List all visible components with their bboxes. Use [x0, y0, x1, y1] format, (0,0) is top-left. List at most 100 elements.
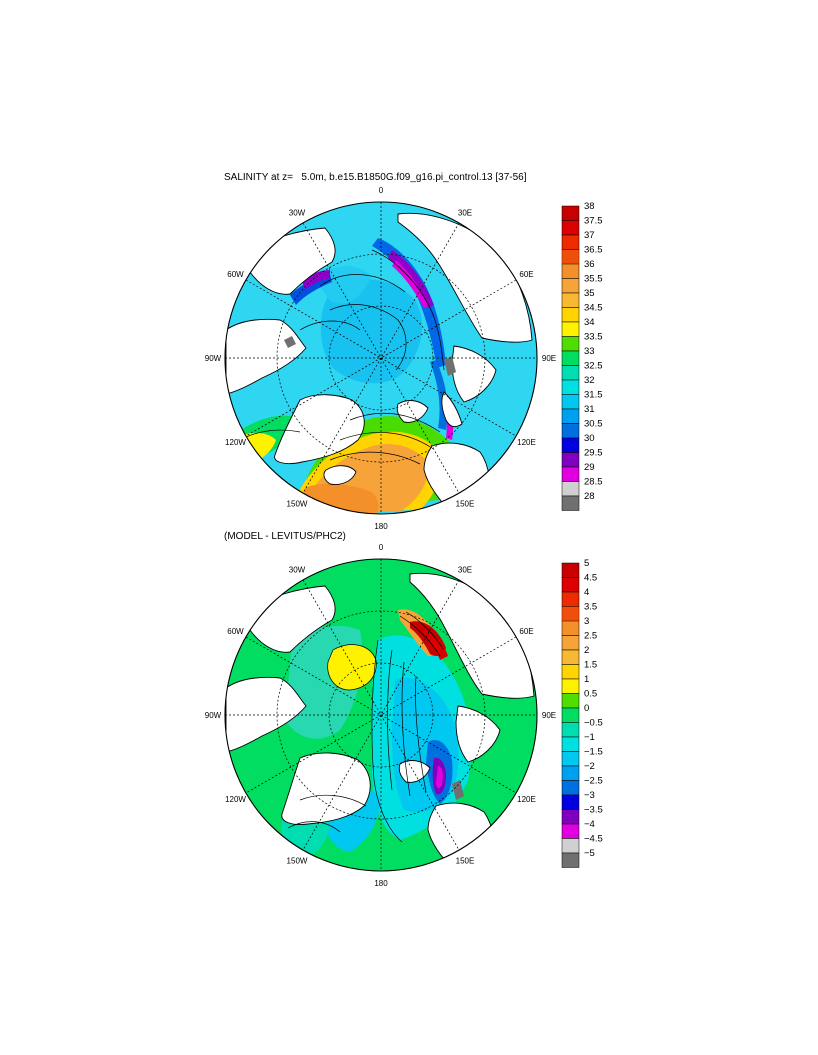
colorbar-tick-label: 37 — [584, 230, 595, 241]
colorbar-tick-label: 34.5 — [584, 303, 603, 314]
lon-label-30e: 30E — [458, 209, 472, 218]
laptev-deep-red — [424, 630, 448, 660]
lon-label-90w: 90W — [205, 711, 222, 720]
kara-sea-magenta — [436, 766, 443, 789]
colorbar-swatch — [561, 307, 580, 323]
colorbar-tick-label: 35 — [584, 288, 595, 299]
colorbar: 5 4.5 4 3.5 3 2.5 2 1.5 1 0.5 0 −0.5 −1 −1.5 −2 −2.5 −3 −… — [561, 558, 603, 868]
graticule — [225, 202, 537, 514]
colorbar-tick-label: 36.5 — [584, 245, 603, 256]
canadian-arch-band-blue — [290, 274, 332, 305]
colorbar-swatch — [561, 220, 580, 236]
colorbar-tick-label: 34 — [584, 317, 595, 328]
colorbar-tick-label: 3.5 — [584, 602, 597, 613]
salinity-map — [224, 201, 538, 515]
colorbar-swatch — [561, 577, 580, 593]
colorbar-tick-label: 35.5 — [584, 274, 603, 285]
land-grey-patch — [284, 336, 296, 348]
colorbar-tick-label: 37.5 — [584, 216, 603, 227]
lon-label-30w: 30W — [289, 566, 306, 575]
colorbar-tick-label: 28 — [584, 491, 595, 502]
colorbar-tick-label: 0.5 — [584, 689, 597, 700]
land-grey-patch — [452, 780, 464, 800]
colorbar-tick-label: 5 — [584, 558, 589, 569]
colorbar-swatch — [561, 736, 580, 752]
colorbar-tick-label: 1 — [584, 674, 589, 685]
colorbar-tick-label: −3 — [584, 790, 595, 801]
lon-label-90e: 90E — [542, 711, 556, 720]
colorbar-stipple — [562, 249, 579, 264]
colorbar-swatch — [561, 408, 580, 424]
colorbar-tick-label: −2 — [584, 761, 595, 772]
canadian-arch-violet — [302, 270, 330, 290]
siberian-shelf-band-magenta — [392, 260, 428, 308]
colorbar-swatch — [561, 495, 580, 511]
salinity-map-panel: 180 150E 120E 90E 60E 30E 0 30W 60W 90W 120W 150W 3… — [205, 186, 603, 531]
colorbar-swatch — [561, 336, 580, 352]
colorbar-tick-label: 33.5 — [584, 332, 603, 343]
colorbar: 38 37.5 37 36.5 36 35.5 35 34.5 34 33.5 33 32.5 32 31… — [561, 201, 603, 511]
difference-map-panel: 180 150E 120E 90E 60E 30E 0 30W 60W 90W 120W 150W 5… — [205, 543, 603, 888]
colorbar-tick-label: 36 — [584, 259, 595, 270]
colorbar-swatch — [561, 452, 580, 468]
colorbar-tick-label: 3 — [584, 616, 589, 627]
contour-lines — [287, 611, 445, 843]
colorbar-swatch — [561, 466, 580, 482]
lon-label-30w: 30W — [289, 209, 306, 218]
colorbar-swatch — [561, 205, 580, 221]
colorbar-tick-label: −3.5 — [584, 805, 603, 816]
colorbar-swatch — [561, 823, 580, 839]
colorbar-tick-label: −2.5 — [584, 776, 603, 787]
colorbar-tick-label: −4 — [584, 819, 595, 830]
colorbar-tick-label: 31 — [584, 404, 595, 415]
colorbar-swatch — [561, 620, 580, 636]
colorbar-tick-label: −4.5 — [584, 834, 603, 845]
colorbar-swatch — [561, 722, 580, 738]
contour-lines — [239, 249, 445, 465]
lon-label-90w: 90W — [205, 354, 222, 363]
graticule — [225, 559, 537, 871]
colorbar-swatch — [561, 321, 580, 337]
colorbar-tick-label: 33 — [584, 346, 595, 357]
colorbar-swatch — [561, 394, 580, 410]
colorbar-tick-label: 32.5 — [584, 361, 603, 372]
colorbar-swatch — [561, 751, 580, 767]
colorbar-swatch — [561, 852, 580, 868]
colorbar-tick-label: −5 — [584, 848, 595, 859]
lon-label-60w: 60W — [227, 270, 244, 279]
colorbar-swatch — [561, 365, 580, 381]
colorbar-tick-label: 28.5 — [584, 477, 603, 488]
colorbar-tick-label: 2 — [584, 645, 589, 656]
longitude-labels: 180 150E 120E 90E 60E 30E 0 30W 60W 90W 120W 150W — [205, 186, 556, 531]
colorbar-swatch — [561, 292, 580, 308]
canadian-archipelago-land — [225, 318, 307, 395]
colorbar-tick-label: 2.5 — [584, 631, 597, 642]
novaya-zemlya-land — [441, 391, 463, 428]
lon-label-180: 180 — [374, 879, 388, 888]
map-border — [224, 201, 538, 515]
colorbar-swatch — [561, 809, 580, 825]
colorbar-stipple — [562, 606, 579, 621]
colorbar-swatch — [561, 263, 580, 279]
colorbar-tick-label: 0 — [584, 703, 589, 714]
colorbar-swatch — [561, 278, 580, 294]
colorbar-tick-label: −0.5 — [584, 718, 603, 729]
top-panel-title: SALINITY at z= 5.0m, b.e15.B1850G.f09_g1… — [224, 172, 527, 183]
colorbar-tick-label: 29.5 — [584, 448, 603, 459]
colorbar-swatch — [561, 234, 580, 250]
lon-label-120w: 120W — [225, 795, 246, 804]
bottom-panel-title: (MODEL - LEVITUS/PHC2) — [224, 531, 346, 542]
map-border — [224, 558, 538, 872]
lon-label-0: 0 — [379, 186, 384, 195]
colorbar-swatch — [561, 794, 580, 810]
lon-label-120e: 120E — [517, 438, 536, 447]
lon-label-150e: 150E — [456, 857, 475, 866]
iceland-land — [323, 465, 357, 485]
colorbar-swatch — [561, 678, 580, 694]
longitude-labels: 180 150E 120E 90E 60E 30E 0 30W 60W 90W 120W 150W — [205, 543, 556, 888]
taymyr-land — [455, 705, 501, 763]
lon-label-0: 0 — [379, 543, 384, 552]
colorbar-swatch — [561, 649, 580, 665]
colorbar-swatch — [561, 635, 580, 651]
colorbar-tick-label: 4.5 — [584, 573, 597, 584]
